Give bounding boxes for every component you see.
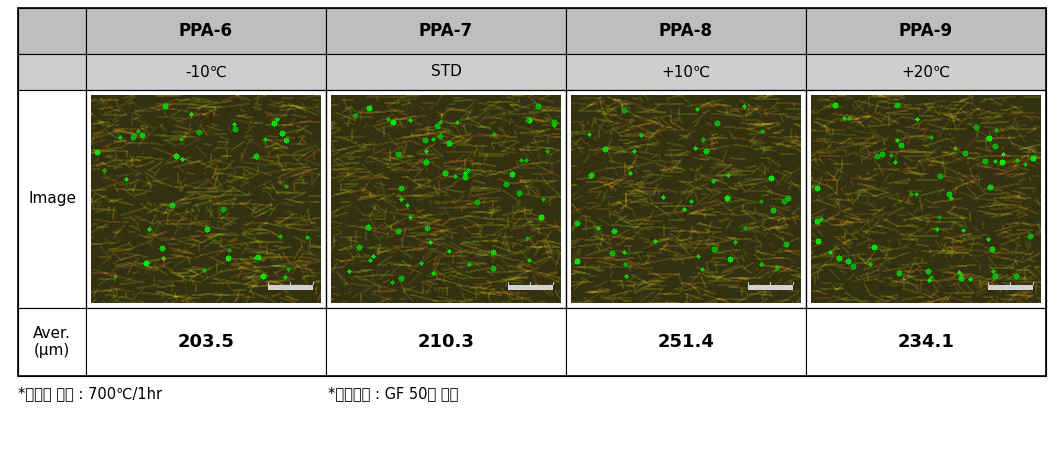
Bar bbox=[86, 90, 326, 308]
Bar bbox=[807, 308, 1046, 376]
Text: PPA-7: PPA-7 bbox=[419, 22, 473, 40]
Bar bbox=[18, 308, 86, 376]
Bar bbox=[566, 8, 807, 54]
Text: Aver.
(μm): Aver. (μm) bbox=[33, 326, 71, 358]
Text: *전처리 조건 : 700℃/1hr: *전처리 조건 : 700℃/1hr bbox=[18, 387, 162, 401]
Bar bbox=[326, 90, 566, 308]
Bar bbox=[86, 54, 326, 90]
Text: 203.5: 203.5 bbox=[178, 333, 234, 351]
Bar bbox=[807, 90, 1046, 308]
Text: -10℃: -10℃ bbox=[185, 64, 227, 79]
Bar bbox=[18, 54, 86, 90]
Text: Image: Image bbox=[28, 192, 76, 207]
Bar bbox=[807, 54, 1046, 90]
Bar bbox=[86, 90, 326, 308]
Bar bbox=[86, 8, 326, 54]
Text: *측정조건 : GF 50개 평균: *측정조건 : GF 50개 평균 bbox=[328, 387, 459, 401]
Text: 234.1: 234.1 bbox=[898, 333, 954, 351]
Bar bbox=[566, 90, 807, 308]
Text: PPA-6: PPA-6 bbox=[179, 22, 233, 40]
Bar bbox=[326, 54, 566, 90]
Bar bbox=[566, 308, 807, 376]
Bar bbox=[566, 90, 807, 308]
Bar bbox=[807, 90, 1046, 308]
Text: 210.3: 210.3 bbox=[417, 333, 475, 351]
Bar bbox=[326, 308, 566, 376]
Bar bbox=[18, 8, 86, 54]
Text: PPA-8: PPA-8 bbox=[659, 22, 713, 40]
Text: STD: STD bbox=[431, 64, 462, 79]
Bar bbox=[326, 90, 566, 308]
Bar bbox=[86, 308, 326, 376]
Text: +10℃: +10℃ bbox=[662, 64, 711, 79]
Bar bbox=[326, 8, 566, 54]
Bar bbox=[566, 54, 807, 90]
Bar bbox=[18, 90, 86, 308]
Text: 251.4: 251.4 bbox=[658, 333, 714, 351]
Text: +20℃: +20℃ bbox=[901, 64, 950, 79]
Text: PPA-9: PPA-9 bbox=[899, 22, 953, 40]
Bar bbox=[18, 8, 1046, 376]
Bar bbox=[807, 8, 1046, 54]
